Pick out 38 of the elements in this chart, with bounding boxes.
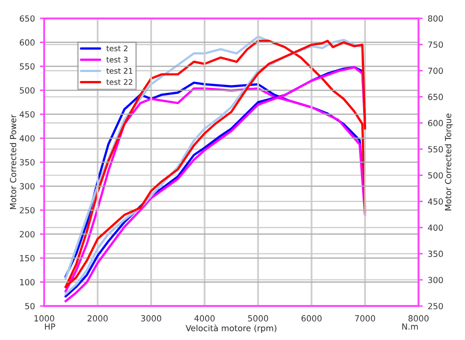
y-tick-label: 300 <box>20 183 35 190</box>
y-tick-label: 50 <box>25 302 35 310</box>
y2-tick-label: 300 <box>428 276 443 284</box>
y2-tick-label: 450 <box>428 198 443 205</box>
y-tick-label: 500 <box>20 87 35 94</box>
y2-tick-label: 800 <box>428 15 443 22</box>
y-tick-label: 450 <box>20 111 35 118</box>
y2-tick-label: 550 <box>428 146 443 152</box>
y2-tick-label: 400 <box>428 224 443 231</box>
y-tick-label: 200 <box>20 231 35 238</box>
y2-tick-label: 600 <box>428 120 443 126</box>
y-tick-label: 400 <box>20 135 35 142</box>
x-tick-label: 6000 <box>302 315 322 322</box>
x-axis-title: Velocità motore (rpm) <box>186 324 276 333</box>
y-tick-label: 550 <box>20 63 35 70</box>
y-tick-label: 150 <box>20 255 35 262</box>
y2-axis-title: Motor Corrected Torque <box>444 114 453 210</box>
x-tick-label: 2000 <box>88 315 108 322</box>
y2-tick-label: 250 <box>428 302 443 310</box>
x-tick-label: 3000 <box>141 315 162 322</box>
x-tick-label: 5000 <box>248 315 268 322</box>
y2-tick-label: 650 <box>428 94 443 100</box>
y-tick-label: 650 <box>20 15 35 22</box>
y-tick-label: 250 <box>20 207 35 214</box>
y-tick-label: 350 <box>20 159 35 166</box>
text: HP <box>44 324 56 330</box>
x-tick-label: 4000 <box>194 315 215 322</box>
x-tick-label: 8000 <box>408 315 429 322</box>
x-tick-label: 1000 <box>34 315 54 322</box>
y-tick-label: 100 <box>20 279 35 286</box>
y2-tick-label: 350 <box>428 250 443 257</box>
y-tick-label: 600 <box>20 39 35 46</box>
text: N.m <box>402 324 418 330</box>
y2-tick-label: 700 <box>428 68 443 74</box>
y-axis-title: Motor Corrected Power <box>10 114 16 210</box>
y2-tick-label: 500 <box>428 172 443 179</box>
y2-tick-label: 750 <box>428 41 443 48</box>
x-tick-label: 7000 <box>355 315 376 322</box>
